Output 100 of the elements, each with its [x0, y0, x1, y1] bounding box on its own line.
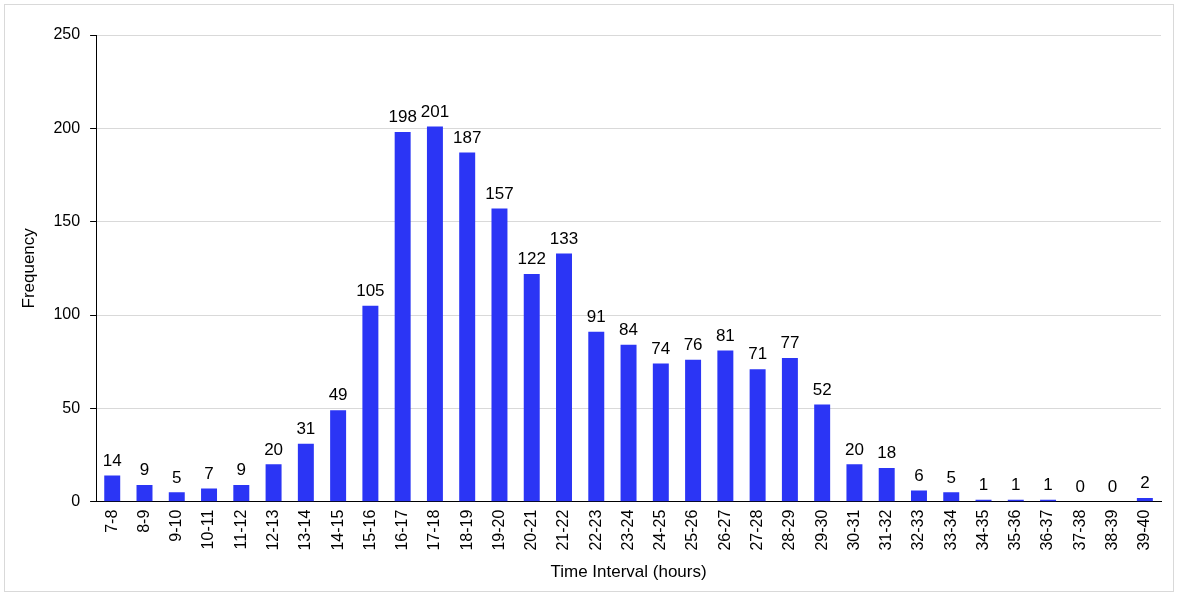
x-tick-label: 18-19 [457, 509, 475, 551]
data-label: 1 [1043, 475, 1053, 494]
x-tick-label: 38-39 [1103, 509, 1120, 551]
data-label: 122 [517, 249, 546, 269]
x-tick-label: 23-24 [618, 509, 636, 551]
data-label: 81 [715, 325, 735, 345]
x-tick-label: 9-10 [167, 509, 185, 542]
data-label: 6 [914, 465, 924, 485]
bar [265, 464, 282, 502]
data-label: 76 [683, 335, 703, 354]
data-label: 0 [1107, 476, 1118, 496]
x-tick-label: 17-18 [425, 509, 443, 551]
y-tick-label: 100 [53, 305, 81, 323]
data-label: 0 [1075, 476, 1086, 496]
data-label: 1 [978, 475, 989, 494]
x-tick-label: 27-28 [748, 509, 766, 551]
bar [330, 410, 347, 502]
x-tick-label: 7-8 [102, 509, 120, 533]
bar [588, 331, 605, 502]
bar [426, 126, 443, 502]
bar [297, 443, 314, 502]
bar [201, 488, 218, 502]
y-tick-label: 150 [53, 212, 81, 230]
data-label: 49 [328, 385, 348, 405]
bar [136, 484, 153, 502]
x-tick-label: 15-16 [360, 509, 378, 551]
y-axis-title: Frequency [18, 227, 38, 309]
data-label: 31 [296, 419, 316, 438]
bar [910, 490, 927, 502]
x-tick-label: 12-13 [263, 509, 281, 551]
x-tick-label: 22-23 [586, 509, 604, 551]
x-axis-title: Time Interval (hours) [550, 562, 707, 582]
x-tick-label: 30-31 [844, 509, 862, 551]
x-tick-label: 29-30 [812, 509, 830, 551]
data-label: 187 [453, 127, 482, 147]
x-tick-label: 10-11 [199, 509, 217, 550]
data-label: 20 [844, 439, 864, 459]
data-label: 20 [264, 439, 284, 459]
x-tick-label: 11-12 [231, 509, 249, 550]
bar [491, 208, 508, 502]
bar [233, 484, 250, 502]
data-label: 201 [420, 101, 450, 121]
data-label: 5 [946, 467, 956, 487]
x-tick-label: 14-15 [328, 509, 346, 551]
data-label: 105 [356, 280, 385, 300]
bar [943, 492, 960, 502]
data-label: 71 [748, 344, 768, 364]
bar [878, 468, 895, 502]
x-tick-label: 39-40 [1135, 509, 1153, 551]
bar [459, 152, 476, 502]
data-label: 77 [780, 333, 800, 353]
data-label: 157 [485, 183, 514, 203]
x-tick-label: 35-36 [1006, 509, 1024, 551]
x-tick-label: 24-25 [651, 509, 669, 551]
bar [781, 357, 798, 502]
bar [362, 305, 379, 502]
x-tick-label: 37-38 [1070, 509, 1088, 551]
bar [394, 132, 411, 502]
y-tick-label: 200 [53, 118, 81, 136]
data-label: 9 [139, 460, 150, 480]
bar [556, 253, 572, 502]
data-label: 198 [388, 107, 417, 127]
bar [749, 369, 766, 502]
x-tick-label: 32-33 [909, 509, 927, 551]
bar [685, 359, 702, 502]
x-tick-label: 34-35 [973, 509, 991, 551]
data-label: 5 [172, 467, 182, 487]
x-tick-label: 13-14 [296, 509, 314, 551]
x-tick-label: 26-27 [715, 509, 733, 551]
y-tick-label: 250 [53, 25, 81, 43]
data-label: 14 [102, 450, 122, 470]
x-tick-label: 21-22 [554, 509, 572, 551]
bar [620, 344, 637, 502]
x-tick-label: 31-32 [877, 509, 895, 551]
x-tick-label: 33-34 [941, 509, 959, 551]
bar [814, 404, 831, 502]
data-label: 7 [204, 463, 214, 483]
x-tick-label: 20-21 [522, 509, 540, 551]
x-tick-label: 28-29 [780, 509, 798, 551]
bar [168, 492, 185, 502]
data-label: 133 [549, 228, 579, 248]
x-tick-label: 16-17 [393, 509, 411, 551]
data-label: 9 [236, 460, 247, 480]
x-tick-label: 19-20 [489, 509, 507, 551]
data-label: 1 [1011, 475, 1021, 494]
x-tick-label: 8-9 [134, 509, 152, 533]
data-label: 52 [812, 379, 832, 399]
bar [104, 475, 121, 502]
x-tick-label: 25-26 [683, 509, 701, 551]
data-label: 84 [619, 320, 639, 340]
data-label: 2 [1140, 473, 1150, 493]
data-label: 91 [586, 306, 606, 326]
data-label: 74 [651, 338, 671, 358]
bar [523, 273, 540, 502]
bar [1136, 497, 1153, 502]
y-tick-label: 0 [71, 492, 81, 510]
bar [652, 363, 669, 502]
y-tick-label: 50 [62, 398, 81, 416]
x-tick-label: 36-37 [1038, 509, 1056, 551]
bar [717, 350, 734, 502]
